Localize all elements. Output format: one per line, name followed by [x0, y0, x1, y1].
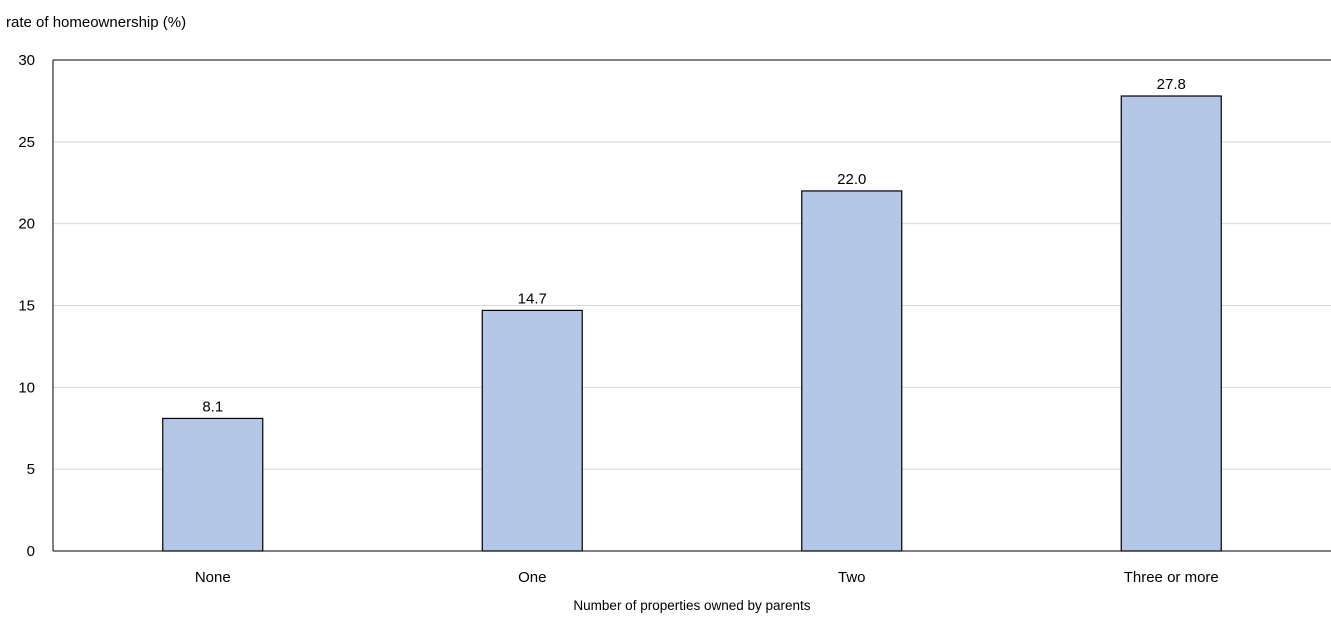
bar-value-label: 14.7 — [518, 290, 547, 307]
y-tick-label: 0 — [27, 543, 35, 560]
y-axis-title: rate of homeownership (%) — [6, 14, 186, 31]
x-tick-label: One — [518, 569, 546, 586]
bar-value-label: 22.0 — [837, 171, 866, 188]
y-tick-label: 5 — [27, 461, 35, 478]
bar — [801, 190, 903, 552]
bar-value-label: 27.8 — [1157, 76, 1186, 93]
axes — [52, 59, 1331, 552]
x-tick-label: None — [195, 569, 231, 586]
y-tick-label: 15 — [18, 298, 35, 315]
bar — [481, 309, 583, 552]
bar — [1120, 95, 1222, 552]
tick-labels: 0 5 10 15 20 25 30 None One Two Three or more — [18, 52, 1218, 586]
x-tick-label: Three or more — [1124, 569, 1219, 586]
bars — [162, 95, 1222, 552]
data-labels: 8.1 14.7 22.0 27.8 — [202, 76, 1186, 415]
y-tick-label: 30 — [18, 52, 35, 69]
y-tick-label: 20 — [18, 216, 35, 233]
y-tick-label: 10 — [18, 379, 35, 396]
x-tick-label: Two — [838, 569, 866, 586]
gridlines — [53, 141, 1331, 470]
bar-value-label: 8.1 — [202, 398, 223, 415]
bar — [162, 417, 264, 552]
x-axis-title: Number of properties owned by parents — [573, 598, 810, 613]
y-tick-label: 25 — [18, 134, 35, 151]
